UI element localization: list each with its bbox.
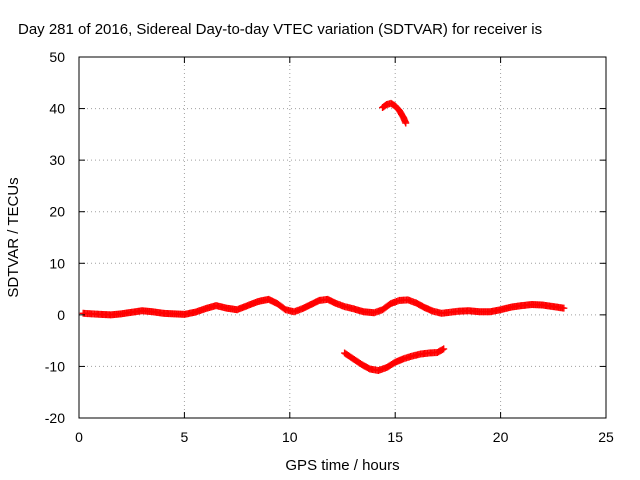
y-tick-label-0: -20 [45, 410, 65, 426]
y-tick-label-6: 40 [49, 101, 65, 117]
point-lower-arc-75 [438, 346, 446, 354]
plot-frame [78, 56, 607, 419]
y-tick-label-2: 0 [57, 307, 65, 323]
x-tick-label-4: 20 [493, 429, 509, 445]
point-main-364 [560, 304, 568, 312]
y-tick-label-1: -10 [45, 358, 65, 374]
x-tick-label-2: 10 [282, 429, 298, 445]
x-tick-label-0: 0 [75, 429, 83, 445]
y-tick-label-3: 10 [49, 255, 65, 271]
x-tick-label-5: 25 [598, 429, 614, 445]
y-tick-label-7: 50 [49, 49, 65, 65]
chart-title: Day 281 of 2016, Sidereal Day-to-day VTE… [18, 21, 542, 38]
x-tick-label-1: 5 [181, 429, 189, 445]
data-points [79, 99, 568, 375]
x-axis-label: GPS time / hours [285, 457, 399, 474]
gridlines [79, 57, 606, 418]
y-axis-label: SDTVAR / TECUs [5, 177, 22, 297]
y-tick-label-5: 30 [49, 152, 65, 168]
y-tick-label-4: 20 [49, 204, 65, 220]
axis-ticks: 0 5 10 15 20 25 -20 -10 0 10 20 30 40 50 [45, 49, 614, 445]
point-upper-arc-26 [402, 119, 410, 127]
x-tick-label-3: 15 [387, 429, 403, 445]
point-lower-arc-76 [440, 345, 448, 353]
